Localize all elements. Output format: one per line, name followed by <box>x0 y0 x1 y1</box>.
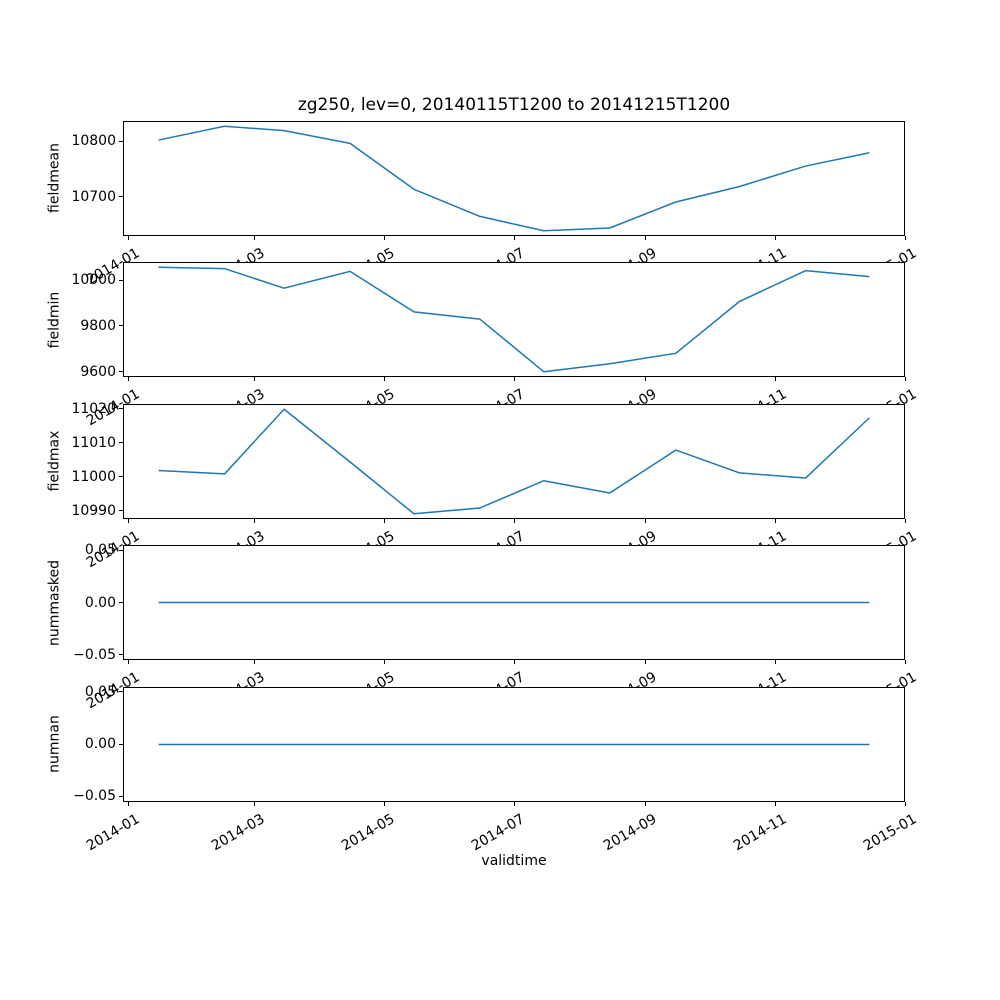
x-tick-mark <box>128 377 130 381</box>
y-tick-label: 9800 <box>80 317 116 334</box>
x-tick-mark <box>645 518 647 523</box>
y-tick-label: 10990 <box>71 502 116 519</box>
y-tick-mark <box>119 654 123 656</box>
x-tick-mark <box>253 235 255 240</box>
y-tick-mark <box>119 549 123 551</box>
y-tick-mark <box>119 691 123 693</box>
y-axis-label-fieldmean: fieldmean <box>46 143 62 213</box>
y-tick-label: 11020 <box>71 400 116 417</box>
y-tick-label: 0.05 <box>84 683 116 700</box>
y-axis-label-fieldmin: fieldmin <box>46 291 62 348</box>
x-tick-mark <box>775 801 777 806</box>
x-tick-mark <box>383 377 385 381</box>
y-tick-label: 11000 <box>71 468 116 485</box>
x-tick-mark <box>253 660 255 664</box>
y-tick-mark <box>119 602 123 603</box>
y-tick-label: −0.05 <box>73 788 116 805</box>
data-line-fieldmax <box>158 407 870 515</box>
y-axis-label-numnan: numnan <box>46 715 62 773</box>
y-axis-label-fieldmax: fieldmax <box>46 430 62 492</box>
x-tick-mark <box>253 801 255 806</box>
y-tick-mark <box>119 442 123 444</box>
x-tick-mark <box>775 660 777 664</box>
x-tick-label: 2014-03 <box>209 810 268 854</box>
x-tick-mark <box>253 518 255 523</box>
y-tick-label: 0.00 <box>84 736 116 752</box>
x-tick-mark <box>775 235 777 240</box>
x-tick-mark <box>128 518 130 523</box>
x-tick-mark <box>645 235 647 240</box>
y-tick-mark <box>119 196 123 198</box>
x-tick-label: 2014-01 <box>83 810 143 854</box>
chart-title: zg250, lev=0, 20140115T1200 to 20141215T… <box>297 95 731 115</box>
x-tick-mark <box>253 377 255 381</box>
x-tick-mark <box>513 377 515 381</box>
fieldmin-series-line <box>158 266 870 373</box>
x-tick-label: 2014-11 <box>730 810 790 854</box>
y-tick-label: −0.05 <box>73 646 116 663</box>
x-tick-mark <box>383 660 385 664</box>
x-tick-mark <box>905 518 907 523</box>
x-tick-label: 2015-01 <box>860 810 920 854</box>
y-axis-label-nummasked: nummasked <box>46 559 62 646</box>
data-line-fieldmin <box>158 266 870 373</box>
axes-frame-fieldmax <box>123 403 905 519</box>
x-tick-mark <box>383 801 385 806</box>
data-line-fieldmean <box>158 124 870 232</box>
y-tick-label: 0.00 <box>84 594 116 611</box>
y-tick-mark <box>119 743 123 745</box>
x-tick-label: 2014-07 <box>468 810 528 854</box>
y-tick-label: 10700 <box>71 188 116 205</box>
y-tick-mark <box>119 510 123 512</box>
y-tick-mark <box>119 325 123 327</box>
x-tick-label: 2014-05 <box>338 810 398 854</box>
y-tick-mark <box>119 371 123 373</box>
x-tick-mark <box>905 660 907 664</box>
y-tick-mark <box>119 140 123 142</box>
y-tick-mark <box>119 408 123 410</box>
x-tick-mark <box>645 660 647 664</box>
fieldmean-series-line <box>158 124 870 232</box>
x-tick-label: 2014-09 <box>600 810 660 854</box>
x-tick-mark <box>513 518 515 523</box>
y-tick-mark <box>119 279 123 281</box>
x-tick-mark <box>645 377 647 381</box>
x-tick-mark <box>513 801 515 806</box>
x-tick-mark <box>645 801 647 806</box>
fieldmax-series-line <box>158 407 870 515</box>
y-tick-mark <box>119 476 123 478</box>
y-tick-mark <box>119 795 123 797</box>
x-axis-label: validtime <box>481 853 547 869</box>
y-tick-label: 10800 <box>71 133 116 150</box>
y-tick-label: 11010 <box>71 434 116 451</box>
x-tick-mark <box>775 518 777 523</box>
y-tick-label: 0.05 <box>84 542 116 559</box>
x-tick-mark <box>513 660 515 664</box>
data-line-numnan <box>158 743 870 745</box>
x-tick-mark <box>128 235 130 240</box>
x-tick-mark <box>128 660 130 664</box>
x-tick-mark <box>775 377 777 381</box>
x-tick-mark <box>383 235 385 240</box>
x-tick-mark <box>128 801 130 806</box>
axes-frame-fieldmin <box>123 262 905 377</box>
data-line-nummasked <box>158 601 870 604</box>
axes-frame-fieldmean <box>123 120 905 236</box>
y-tick-label: 10000 <box>71 272 116 289</box>
x-tick-mark <box>905 801 907 806</box>
x-tick-mark <box>905 235 907 240</box>
x-tick-mark <box>383 518 385 523</box>
y-tick-label: 9600 <box>80 363 116 380</box>
x-tick-mark <box>905 377 907 381</box>
x-tick-mark <box>513 235 515 240</box>
